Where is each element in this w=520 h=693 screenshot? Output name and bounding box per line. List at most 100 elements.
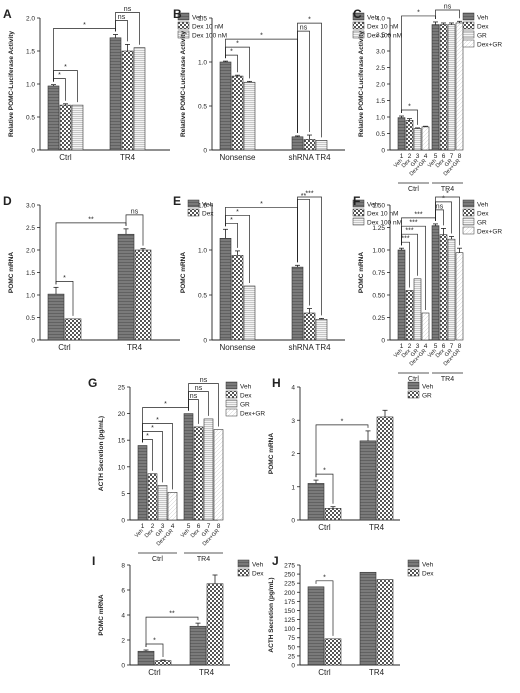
- y-tick-label: 2.0: [376, 82, 385, 89]
- y-tick-label: 1.5: [198, 203, 207, 210]
- legend-swatch: [462, 21, 475, 30]
- y-tick-label: 4: [291, 385, 295, 392]
- group-label: Ctrl: [408, 186, 419, 193]
- legend-label: GR: [240, 402, 250, 409]
- bar: [421, 126, 430, 151]
- bar: [324, 638, 342, 666]
- legend-swatch: [407, 568, 420, 577]
- bar-number: 4: [424, 153, 428, 160]
- legend-label: Dex: [477, 24, 489, 31]
- y-tick-label: 1.0: [198, 60, 207, 67]
- significance-bracket: [315, 424, 369, 478]
- bar: [243, 81, 256, 151]
- significance-label: *: [260, 33, 263, 40]
- legend-swatch: [237, 568, 250, 577]
- group-label: TR4: [199, 668, 215, 677]
- y-tick-label: 1.0: [198, 248, 207, 255]
- bar: [439, 234, 448, 341]
- legend-label: Dex 100 nM: [367, 33, 402, 40]
- legend-label: Veh: [477, 202, 489, 209]
- legend-label: Veh: [240, 384, 252, 391]
- panel-e: E 0 0.5 1.0 1.5 POMC mRNA Nonsense shRNA TR4 Veh…: [173, 191, 402, 353]
- y-axis-label: POMC mRNA: [8, 252, 15, 293]
- legend-swatch: [187, 199, 200, 208]
- legend-swatch: [352, 30, 365, 39]
- bar-number: 3: [161, 523, 165, 530]
- legend-swatch: [407, 390, 420, 399]
- y-tick-label: 100: [284, 626, 295, 633]
- legend-swatch: [407, 559, 420, 568]
- bar: [455, 22, 464, 151]
- y-tick-label: 50: [288, 644, 296, 651]
- panel-label: G: [88, 376, 97, 390]
- group-label: shRNA TR4: [288, 343, 331, 352]
- legend-label: Dex 10 nM: [367, 24, 398, 31]
- y-tick-label: 0.5: [198, 293, 207, 300]
- significance-label: *: [442, 195, 445, 202]
- y-tick-label: 15: [118, 438, 126, 445]
- legend-swatch: [225, 408, 238, 417]
- legend-label: Dex 100 nM: [367, 220, 402, 227]
- significance-label: *: [446, 191, 449, 198]
- bar: [421, 312, 430, 341]
- legend-label: Veh: [202, 202, 214, 209]
- y-tick-label: 1.0: [26, 82, 35, 89]
- significance-bracket: [142, 407, 189, 443]
- y-tick-label: 2.0: [26, 248, 35, 255]
- bar-number: 5: [434, 153, 438, 160]
- group-label: Ctrl: [148, 668, 161, 677]
- bar: [154, 660, 172, 666]
- legend-swatch: [237, 559, 250, 568]
- significance-label: *: [156, 417, 159, 424]
- bar-number: 3: [416, 153, 420, 160]
- bar-number: 1: [141, 523, 145, 530]
- legend-swatch: [462, 199, 475, 208]
- y-tick-label: 3.5: [376, 32, 385, 39]
- bar-label: GR: [444, 158, 454, 168]
- y-axis-label: Relative POMC-Luciferase Activity: [180, 31, 187, 137]
- y-tick-label: 150: [284, 608, 295, 615]
- y-tick-label: 1.0: [376, 115, 385, 122]
- bar: [405, 290, 414, 341]
- bar: [189, 625, 207, 666]
- significance-label: ***: [409, 220, 417, 227]
- bar-label: Veh: [134, 528, 145, 539]
- significance-bracket: [125, 214, 144, 246]
- y-tick-label: 1.5: [26, 270, 35, 277]
- y-tick-label: 5: [121, 491, 125, 498]
- y-tick-label: 1.00: [372, 248, 385, 255]
- bar: [137, 650, 155, 666]
- bar-number: 5: [187, 523, 191, 530]
- y-axis-label: POMC mRNA: [358, 252, 365, 293]
- bar-label: Dex: [435, 158, 446, 169]
- bar: [137, 445, 148, 521]
- significance-bracket: [297, 30, 310, 133]
- group-label: TR4: [369, 668, 385, 677]
- group-label: Nonsense: [219, 343, 256, 352]
- y-tick-label: 3.0: [376, 49, 385, 56]
- bar-label: Dex: [144, 528, 155, 539]
- y-tick-label: 0: [203, 338, 207, 345]
- legend-swatch: [352, 199, 365, 208]
- significance-label: *: [323, 574, 326, 581]
- legend-label: GR: [422, 393, 432, 400]
- bar: [291, 266, 304, 341]
- group-label: TR4: [441, 376, 454, 383]
- bar-label: GR: [410, 348, 420, 358]
- panel-c: C 0 0.5 1.0 1.5 2.0 2.5 3.0 3.5 4.0 Relative POMC-…: [353, 4, 502, 194]
- significance-label: **: [169, 611, 175, 618]
- y-tick-label: 225: [284, 581, 295, 588]
- legend-label: Dex: [202, 211, 214, 218]
- significance-bracket: [435, 196, 460, 246]
- legend-swatch: [462, 226, 475, 235]
- legend-label: Dex 10 nM: [367, 211, 398, 218]
- y-tick-label: 2: [291, 451, 295, 458]
- group-label: Ctrl: [152, 556, 163, 563]
- bar: [219, 238, 232, 341]
- y-tick-label: 0: [121, 518, 125, 525]
- legend-label: Dex: [252, 571, 264, 578]
- bar-number: 8: [217, 523, 221, 530]
- y-axis-label: POMC mRNA: [98, 594, 105, 635]
- bar: [405, 120, 414, 151]
